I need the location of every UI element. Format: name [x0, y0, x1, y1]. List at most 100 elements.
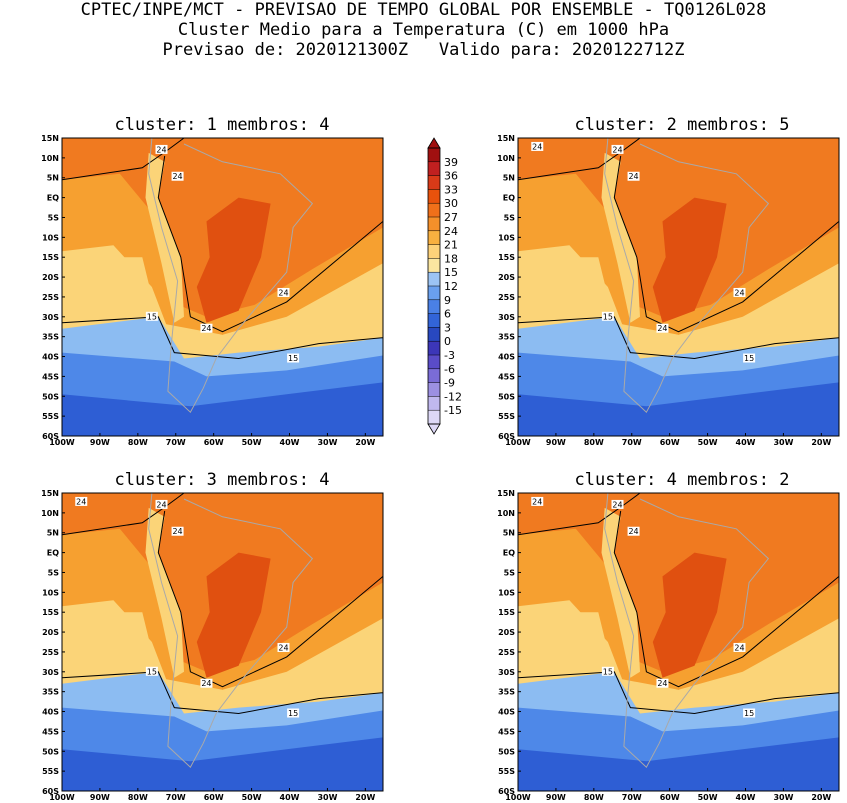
- svg-text:24: 24: [172, 172, 182, 181]
- svg-text:24: 24: [76, 497, 86, 506]
- lat-tick-label: 20S: [42, 628, 59, 637]
- coastline: [148, 493, 314, 769]
- contour-label: 24: [733, 287, 746, 297]
- field-transition: [518, 528, 839, 690]
- lat-tick-label: 20S: [42, 273, 59, 282]
- contour-label: 24: [75, 496, 88, 506]
- lat-tick-label: 20S: [498, 273, 515, 282]
- lat-tick-label: 10N: [41, 509, 59, 518]
- contour-label: 15: [601, 311, 614, 321]
- lat-tick-label: 5N: [47, 174, 59, 183]
- lon-tick-label: 100W: [505, 793, 531, 802]
- lat-tick-label: 45S: [498, 372, 515, 381]
- lat-tick-label: 45S: [42, 372, 59, 381]
- lat-tick-label: 10N: [497, 509, 515, 518]
- lon-tick-label: 40W: [280, 438, 300, 447]
- lat-tick-label: 20S: [498, 628, 515, 637]
- lat-tick-label: 50S: [498, 747, 515, 756]
- panel-frame: [517, 137, 840, 437]
- lat-tick-label: 55S: [498, 412, 515, 421]
- lat-tick-label: 30S: [498, 313, 515, 322]
- header-subtitle: Cluster Medio para a Temperatura (C) em …: [177, 20, 670, 40]
- colorbar-level-label: -9: [444, 377, 455, 390]
- lat-tick-label: 10N: [497, 154, 515, 163]
- lon-tick-label: 60W: [204, 438, 224, 447]
- contour-24-south: [613, 155, 839, 333]
- field-cold3: [62, 382, 383, 436]
- contour-label: 15: [743, 353, 756, 363]
- contour-label: 24: [656, 323, 669, 333]
- lat-tick-label: 35S: [498, 333, 515, 342]
- lon-tick-label: 60W: [660, 438, 680, 447]
- lat-tick-label: 40S: [42, 353, 59, 362]
- svg-text:24: 24: [532, 142, 542, 151]
- field-hot: [652, 552, 727, 678]
- lat-tick-label: 55S: [498, 767, 515, 776]
- lat-tick-label: 60S: [498, 787, 515, 796]
- contour-label: 15: [601, 666, 614, 676]
- lat-tick-label: 15N: [497, 489, 515, 498]
- lon-tick-label: 90W: [546, 793, 566, 802]
- contour-24-north: [62, 138, 185, 181]
- lon-tick-label: 80W: [584, 793, 604, 802]
- lon-tick-label: 90W: [90, 438, 110, 447]
- lat-tick-label: 10S: [498, 588, 515, 597]
- lon-tick-label: 30W: [773, 438, 793, 447]
- svg-text:24: 24: [612, 145, 622, 154]
- lon-tick-label: 40W: [280, 793, 300, 802]
- contour-15: [518, 316, 839, 360]
- lon-tick-label: 70W: [166, 438, 186, 447]
- svg-text:24: 24: [628, 172, 638, 181]
- panel-title: cluster: 2 membros: 5: [575, 115, 790, 135]
- lon-tick-label: 40W: [736, 793, 756, 802]
- lat-tick-label: 40S: [42, 708, 59, 717]
- lat-tick-label: 35S: [498, 688, 515, 697]
- lat-tick-label: 40S: [498, 353, 515, 362]
- lon-tick-label: 90W: [90, 793, 110, 802]
- lat-tick-label: 5N: [503, 174, 515, 183]
- colorbar-level-label: -12: [444, 390, 462, 403]
- lat-tick-label: 25S: [42, 648, 59, 657]
- svg-text:15: 15: [744, 354, 754, 363]
- colorbar-level-label: 0: [444, 335, 451, 348]
- colorbar-level-label: 33: [444, 183, 458, 196]
- lat-tick-label: 15S: [42, 253, 59, 262]
- map-panel-4: cluster: 4 membros: 2 15N 10N 5N EQ 5S 10S 15S 2…: [497, 470, 840, 802]
- contour-label: 24: [733, 642, 746, 652]
- panel-title: cluster: 3 membros: 4: [115, 470, 330, 490]
- map-panel-3: cluster: 3 membros: 4 15N 10N 5N EQ 5S 10S 15S 2…: [41, 470, 384, 802]
- contour-label: 24: [627, 171, 640, 181]
- lat-tick-label: 40S: [498, 708, 515, 717]
- panel-title: cluster: 1 membros: 4: [115, 115, 330, 135]
- svg-text:15: 15: [147, 312, 157, 321]
- lat-tick-label: 15S: [498, 253, 515, 262]
- contour-24-north: [518, 138, 641, 181]
- coastline: [604, 138, 770, 414]
- svg-text:15: 15: [288, 709, 298, 718]
- field-hot: [196, 197, 271, 323]
- svg-text:15: 15: [147, 667, 157, 676]
- lat-tick-label: 30S: [42, 313, 59, 322]
- lat-tick-label: 25S: [498, 648, 515, 657]
- field-cold3: [518, 382, 839, 436]
- contour-24-north: [62, 493, 185, 536]
- lat-tick-label: 35S: [42, 688, 59, 697]
- contour-label: 15: [287, 708, 300, 718]
- lat-tick-label: 55S: [42, 767, 59, 776]
- svg-text:24: 24: [156, 145, 166, 154]
- lat-tick-label: 5N: [47, 529, 59, 538]
- svg-text:24: 24: [201, 679, 211, 688]
- svg-text:24: 24: [734, 288, 744, 297]
- lat-tick-label: EQ: [503, 194, 515, 203]
- field-transition: [62, 173, 383, 335]
- colorbar-level-label: 39: [444, 156, 458, 169]
- lat-tick-label: EQ: [503, 549, 515, 558]
- lat-tick-label: 10S: [42, 588, 59, 597]
- field-hot: [652, 197, 727, 323]
- header-title: CPTEC/INPE/MCT - PREVISAO DE TEMPO GLOBA…: [80, 0, 767, 20]
- field-hot: [196, 552, 271, 678]
- lon-tick-label: 80W: [128, 438, 148, 447]
- panel-frame: [517, 492, 840, 792]
- lon-tick-label: 50W: [698, 438, 718, 447]
